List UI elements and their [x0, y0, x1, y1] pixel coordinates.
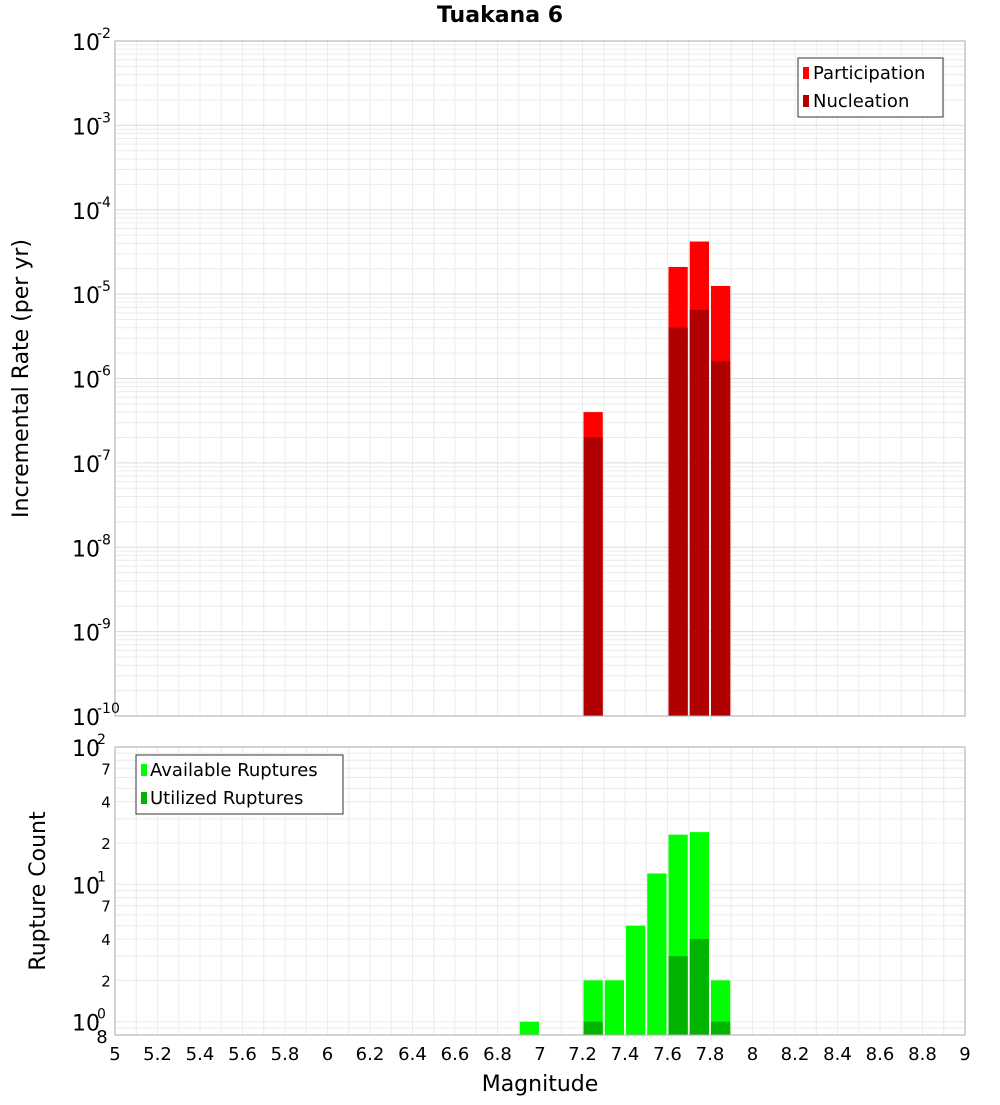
legend-swatch [141, 764, 147, 776]
x-tick-label: 5.4 [186, 1044, 215, 1065]
y-tick-label: 10 [72, 537, 100, 562]
y-tick-exponent: -8 [97, 532, 111, 548]
y-axis-label: Rupture Count [26, 811, 51, 971]
legend-box [135, 754, 344, 815]
available-ruptures-bar [711, 980, 731, 1035]
x-tick-label: 7.8 [696, 1044, 725, 1065]
nucleation-bar [689, 309, 709, 716]
y-tick-label: 10 [72, 115, 100, 140]
x-tick-label: 5.2 [143, 1044, 172, 1065]
available-ruptures-bar [519, 1021, 539, 1035]
nucleation-bar [668, 327, 688, 716]
y-tick-label: 10 [72, 737, 100, 762]
utilized-ruptures-bar [689, 939, 709, 1035]
legend-label: Available Ruptures [150, 760, 318, 781]
legend-box [797, 57, 944, 118]
y-minor-tick-label: 8 [96, 1027, 107, 1048]
legend-label: Participation [813, 63, 925, 84]
y-tick-label: 10 [72, 284, 100, 309]
utilized-ruptures-bar [711, 1021, 731, 1035]
x-tick-label: 8.4 [823, 1044, 852, 1065]
y-minor-tick-label: 7 [101, 898, 111, 916]
y-tick-exponent: -5 [97, 279, 111, 295]
nucleation-bar [583, 437, 603, 716]
y-minor-tick-label: 4 [101, 794, 111, 812]
y-tick-label: 10 [72, 200, 100, 225]
x-tick-label: 7.2 [568, 1044, 597, 1065]
y-tick-label: 10 [72, 453, 100, 478]
available-ruptures-bar [626, 925, 646, 1035]
y-tick-exponent: 2 [97, 732, 106, 748]
y-tick-exponent: -2 [97, 26, 111, 42]
y-tick-exponent: -9 [97, 617, 111, 633]
x-tick-label: 8.8 [908, 1044, 937, 1065]
available-ruptures-bar [604, 980, 624, 1035]
x-tick-label: 8.2 [781, 1044, 810, 1065]
legend-swatch [803, 67, 809, 79]
x-tick-label: 6.4 [398, 1044, 427, 1065]
legend-label: Utilized Ruptures [150, 788, 303, 809]
y-tick-label: 10 [72, 1012, 100, 1037]
y-tick-exponent: -3 [97, 110, 111, 126]
x-tick-label: 7.4 [611, 1044, 640, 1065]
legend-swatch [803, 95, 809, 107]
chart-title: Tuakana 6 [437, 3, 563, 28]
y-tick-label: 10 [72, 706, 100, 731]
y-tick-label: 10 [72, 874, 100, 899]
y-tick-exponent: -10 [97, 701, 120, 717]
y-tick-label: 10 [72, 622, 100, 647]
x-tick-label: 5 [109, 1044, 120, 1065]
x-tick-label: 6.8 [483, 1044, 512, 1065]
y-tick-exponent: -6 [97, 364, 111, 380]
utilized-ruptures-bar [583, 1021, 603, 1035]
y-axis-label: Incremental Rate (per yr) [9, 239, 34, 518]
x-tick-label: 7.6 [653, 1044, 682, 1065]
y-tick-exponent: 0 [97, 1007, 106, 1023]
x-tick-label: 5.8 [271, 1044, 300, 1065]
x-axis-label: Magnitude [482, 1072, 599, 1097]
plot-frame [114, 746, 966, 1036]
x-tick-label: 6.6 [441, 1044, 470, 1065]
rate-panel: 10-1010-910-810-710-610-510-410-310-2Inc… [9, 26, 966, 731]
legend-label: Nucleation [813, 91, 909, 112]
utilized-ruptures-bar [668, 956, 688, 1035]
available-ruptures-bar [647, 873, 667, 1035]
y-tick-exponent: -7 [97, 448, 111, 464]
x-tick-label: 9 [959, 1044, 970, 1065]
x-tick-label: 6.2 [356, 1044, 385, 1065]
y-minor-tick-label: 2 [101, 835, 111, 853]
y-minor-tick-label: 2 [101, 972, 111, 990]
x-tick-label: 7 [534, 1044, 545, 1065]
y-minor-tick-label: 4 [101, 931, 111, 949]
legend-swatch [141, 792, 147, 804]
x-tick-label: 8 [747, 1044, 758, 1065]
y-tick-exponent: -4 [97, 195, 111, 211]
y-tick-label: 10 [72, 31, 100, 56]
x-tick-label: 8.6 [866, 1044, 895, 1065]
y-tick-exponent: 1 [97, 869, 106, 885]
available-ruptures-bar [583, 980, 603, 1035]
y-minor-tick-label: 7 [101, 760, 111, 778]
plot-frame [114, 40, 966, 717]
x-tick-label: 5.6 [228, 1044, 257, 1065]
y-tick-label: 10 [72, 369, 100, 394]
nucleation-bar [711, 361, 731, 716]
x-tick-label: 6 [322, 1044, 333, 1065]
